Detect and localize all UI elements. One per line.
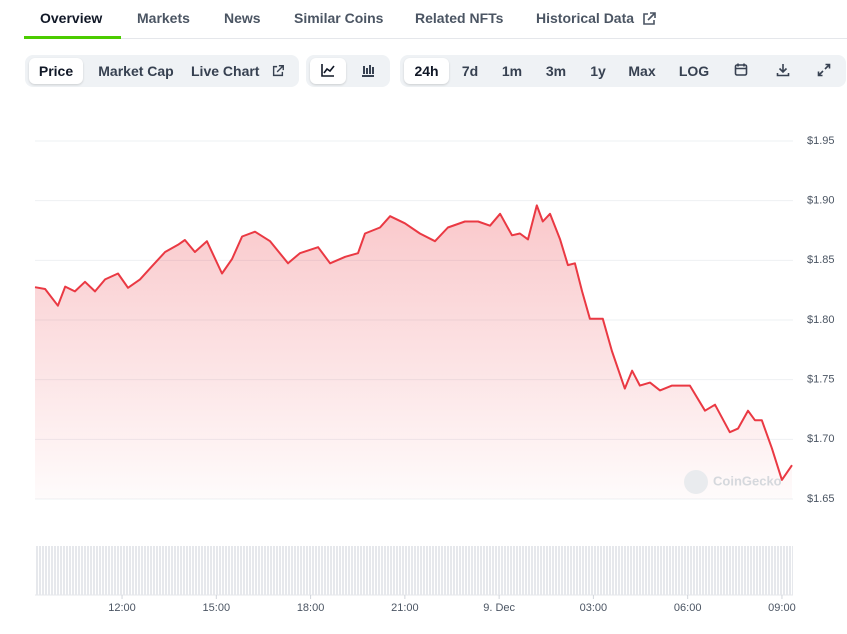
x-tick-label: 18:00: [297, 602, 325, 614]
metric-group: Price Market Cap Live Chart: [25, 55, 299, 87]
price-area: [35, 205, 792, 499]
range-button[interactable]: Max: [628, 63, 656, 79]
metric-button[interactable]: Market Cap: [98, 63, 174, 79]
watermark-logo: [684, 470, 708, 494]
range-button[interactable]: 3m: [545, 63, 567, 79]
tab-divider: [24, 38, 847, 39]
range-button[interactable]: 1m: [501, 63, 523, 79]
candle-chart-button[interactable]: [350, 58, 386, 84]
y-tick-label: $1.95: [807, 135, 835, 147]
range-button[interactable]: 1y: [590, 63, 606, 79]
metric-button[interactable]: Live Chart: [191, 63, 260, 79]
active-tab-underline: [24, 36, 121, 39]
tab[interactable]: Related NFTs: [415, 10, 504, 26]
metric-button[interactable]: Price: [29, 58, 83, 84]
tab[interactable]: News: [224, 10, 261, 26]
line-chart-button[interactable]: [310, 58, 346, 84]
external-icon: [643, 12, 656, 25]
tab[interactable]: Historical Data: [536, 10, 635, 26]
volume-strip: [35, 546, 793, 595]
x-tick-label: 12:00: [108, 602, 136, 614]
price-line: [34, 204, 793, 481]
y-tick-label: $1.85: [807, 254, 835, 266]
y-tick-label: $1.75: [807, 374, 835, 386]
tab[interactable]: Similar Coins: [294, 10, 384, 26]
x-tick-label: 9. Dec: [483, 602, 515, 614]
x-tick-label: 06:00: [674, 602, 702, 614]
watermark: CoinGecko: [713, 473, 782, 488]
x-tick-label: 03:00: [580, 602, 608, 614]
calendar-button[interactable]: [726, 58, 756, 84]
y-tick-label: $1.70: [807, 433, 835, 445]
chart-type-group: [306, 55, 390, 87]
range-group: 24h 7d 1m 3m 1y Max LOG: [400, 55, 846, 87]
y-tick-label: $1.90: [807, 195, 835, 207]
x-tick-label: 21:00: [391, 602, 419, 614]
tab[interactable]: Markets: [137, 10, 190, 26]
range-button[interactable]: 7d: [461, 63, 479, 79]
external-icon: [272, 65, 284, 77]
y-tick-label: $1.65: [807, 493, 835, 505]
y-tick-label: $1.80: [807, 314, 835, 326]
range-button[interactable]: 24h: [404, 58, 449, 84]
x-tick-label: 09:00: [768, 602, 796, 614]
log-button[interactable]: LOG: [678, 63, 710, 79]
x-tick-label: 15:00: [203, 602, 231, 614]
fullscreen-button[interactable]: [809, 58, 839, 84]
download-button[interactable]: [768, 58, 798, 84]
tab[interactable]: Overview: [40, 10, 103, 26]
